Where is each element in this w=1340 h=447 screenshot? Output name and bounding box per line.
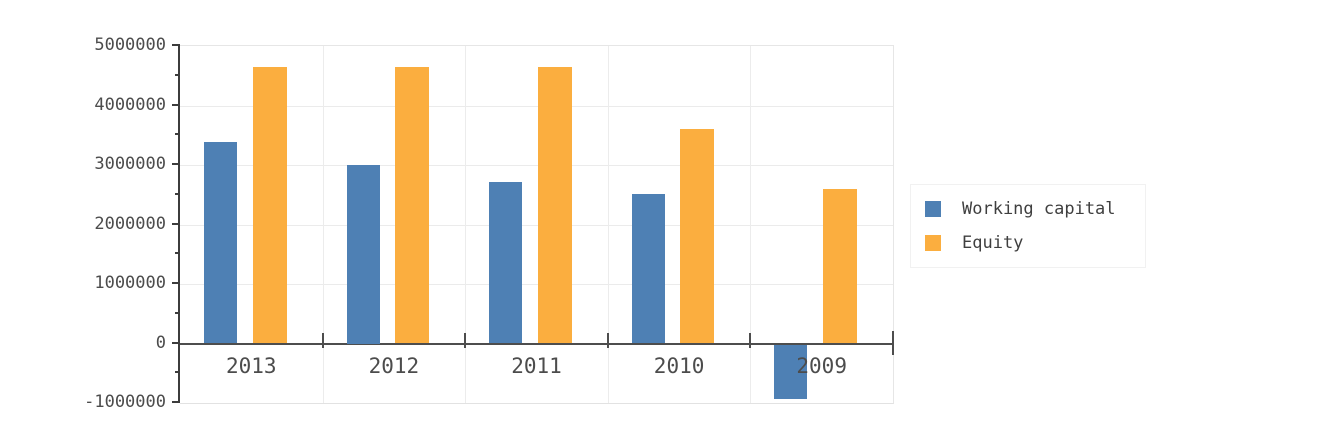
y-tick-minor bbox=[175, 73, 180, 76]
gridline-horizontal bbox=[180, 224, 893, 226]
bar-equity-2010[interactable] bbox=[680, 129, 715, 344]
bar-working-capital-2013[interactable] bbox=[204, 142, 237, 344]
x-axis-label-2013: 2013 bbox=[226, 353, 277, 378]
y-tick-major bbox=[172, 163, 180, 165]
bar-equity-2009[interactable] bbox=[822, 188, 857, 344]
y-tick-minor bbox=[175, 311, 180, 314]
y-tick-minor bbox=[175, 133, 180, 136]
bar-working-capital-2012[interactable] bbox=[346, 165, 380, 344]
bar-working-capital-2009[interactable] bbox=[774, 344, 808, 399]
x-axis-tick bbox=[321, 332, 324, 348]
legend-item-equity[interactable]: Equity bbox=[925, 233, 1145, 253]
legend-item-working-capital[interactable]: Working capital bbox=[925, 199, 1145, 219]
bar-equity-2011[interactable] bbox=[537, 67, 572, 344]
y-tick-major bbox=[172, 222, 180, 225]
legend-label-equity: Equity bbox=[962, 233, 1024, 253]
gridline-vertical bbox=[607, 46, 609, 403]
gridline-horizontal bbox=[180, 284, 893, 285]
x-axis-label-2011: 2011 bbox=[511, 353, 562, 378]
y-tick-major bbox=[172, 282, 180, 284]
y-axis-label: 5000000 bbox=[94, 35, 166, 55]
x-axis-tick bbox=[464, 332, 467, 348]
working-capital-swatch-icon bbox=[925, 201, 941, 217]
y-tick-major bbox=[172, 341, 180, 344]
y-tick-minor bbox=[175, 371, 180, 374]
y-tick-major bbox=[172, 103, 180, 106]
y-axis-label: 4000000 bbox=[94, 94, 166, 115]
x-axis-label-2010: 2010 bbox=[653, 353, 705, 378]
y-tick-minor bbox=[175, 252, 180, 255]
y-axis-label: 0 bbox=[155, 332, 166, 353]
bar-equity-2012[interactable] bbox=[395, 67, 430, 344]
y-axis-label: -1000000 bbox=[84, 392, 166, 412]
x-axis-tick bbox=[606, 332, 609, 348]
x-axis-tick bbox=[749, 332, 752, 348]
y-axis-label: 1000000 bbox=[94, 273, 166, 293]
gridline-horizontal bbox=[180, 165, 893, 166]
legend-label-working-capital: Working capital bbox=[962, 199, 1116, 219]
gridline-vertical bbox=[322, 46, 324, 403]
y-axis-label: 2000000 bbox=[94, 213, 166, 234]
y-tick-minor bbox=[175, 192, 180, 195]
x-axis-label-2009: 2009 bbox=[796, 353, 847, 378]
bar-working-capital-2010[interactable] bbox=[631, 194, 665, 344]
legend: Working capital Equity bbox=[910, 184, 1146, 268]
plot-area bbox=[180, 45, 894, 404]
equity-swatch-icon bbox=[925, 235, 941, 251]
zero-axis-line bbox=[180, 342, 893, 345]
y-axis-label: 3000000 bbox=[94, 154, 166, 174]
y-tick-major bbox=[172, 44, 180, 46]
bar-working-capital-2011[interactable] bbox=[489, 181, 523, 344]
gridline-horizontal bbox=[180, 105, 893, 107]
y-tick-major bbox=[172, 401, 180, 403]
x-axis-tick bbox=[892, 330, 894, 355]
bar-equity-2013[interactable] bbox=[252, 67, 287, 344]
gridline-vertical bbox=[750, 46, 752, 403]
gridline-vertical bbox=[465, 46, 467, 403]
x-axis-label-2012: 2012 bbox=[368, 353, 420, 378]
